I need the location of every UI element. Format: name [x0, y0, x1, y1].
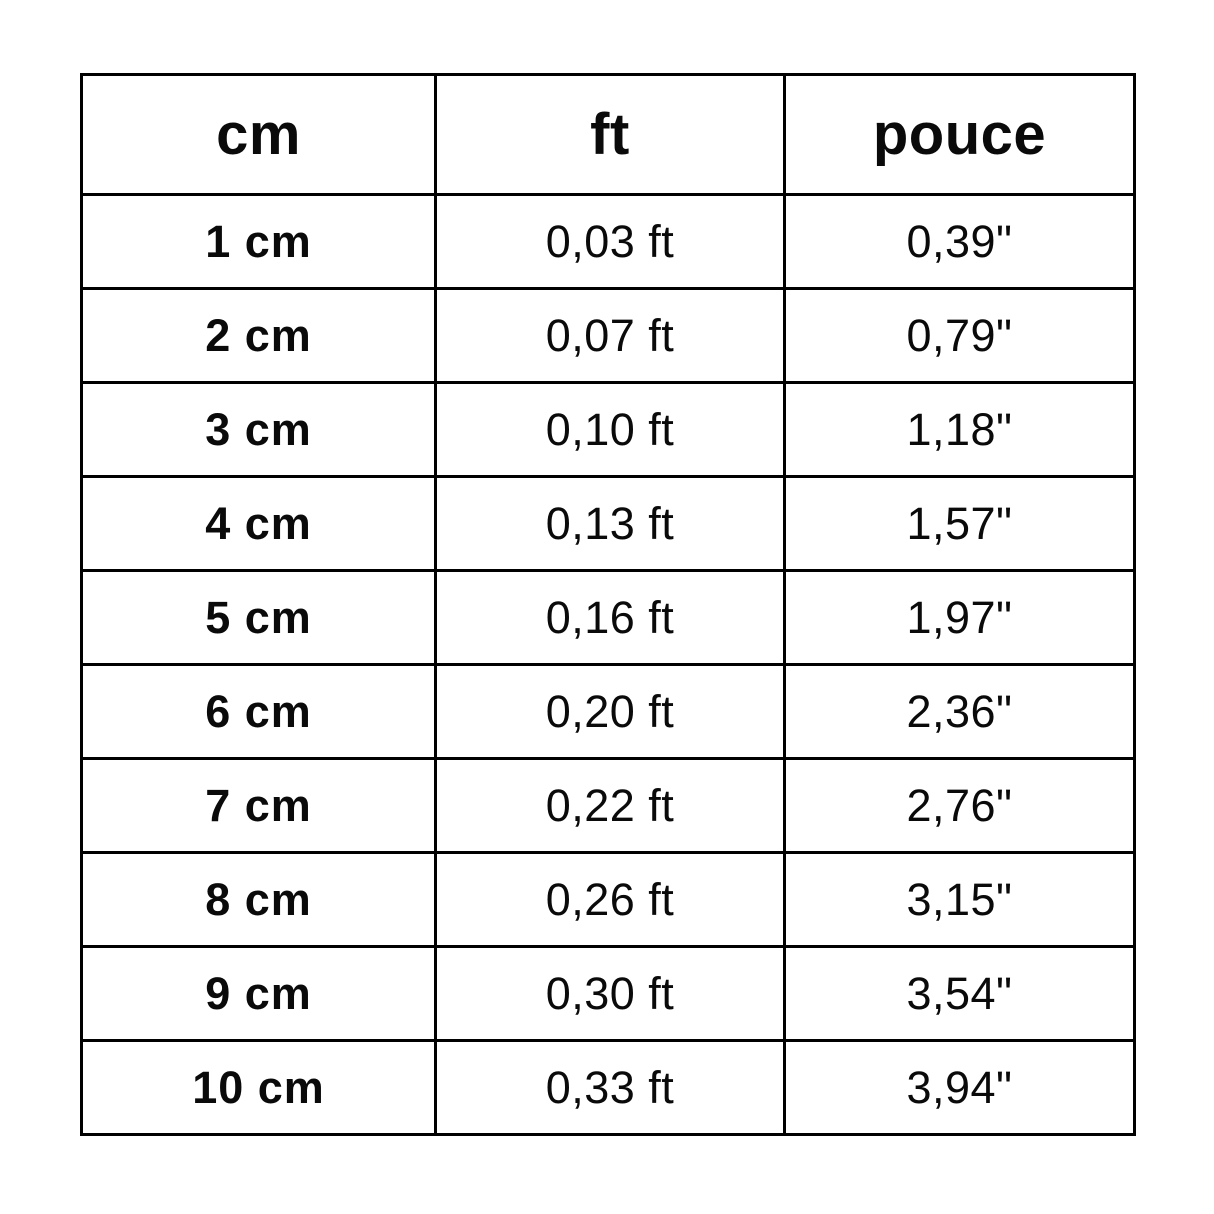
table-row: 3 cm 0,10 ft 1,18"	[80, 381, 1136, 478]
cm-ft-pouce-conversion-table: cm ft pouce 1 cm 0,03 ft 0,39" 2 cm 0,07 ft 0…	[80, 73, 1136, 1136]
cell-cm: 7 cm	[80, 757, 437, 854]
header-pouce: pouce	[783, 73, 1136, 196]
cell-pouce: 0,39"	[783, 193, 1136, 290]
cell-cm: 1 cm	[80, 193, 437, 290]
table-row: 7 cm 0,22 ft 2,76"	[80, 757, 1136, 854]
table-row: 2 cm 0,07 ft 0,79"	[80, 287, 1136, 384]
cell-pouce: 1,97"	[783, 569, 1136, 666]
cell-cm: 4 cm	[80, 475, 437, 572]
table-row: 10 cm 0,33 ft 3,94"	[80, 1039, 1136, 1136]
table-row: 8 cm 0,26 ft 3,15"	[80, 851, 1136, 948]
cell-ft: 0,16 ft	[434, 569, 786, 666]
cell-ft: 0,03 ft	[434, 193, 786, 290]
table-row: 9 cm 0,30 ft 3,54"	[80, 945, 1136, 1042]
cell-ft: 0,22 ft	[434, 757, 786, 854]
cell-ft: 0,07 ft	[434, 287, 786, 384]
cell-ft: 0,33 ft	[434, 1039, 786, 1136]
cell-pouce: 0,79"	[783, 287, 1136, 384]
cell-pouce: 2,36"	[783, 663, 1136, 760]
table-row: 4 cm 0,13 ft 1,57"	[80, 475, 1136, 572]
cell-ft: 0,30 ft	[434, 945, 786, 1042]
cell-cm: 5 cm	[80, 569, 437, 666]
header-ft: ft	[434, 73, 786, 196]
cell-pouce: 3,15"	[783, 851, 1136, 948]
cell-cm: 6 cm	[80, 663, 437, 760]
header-row: cm ft pouce	[80, 73, 1136, 196]
header-cm: cm	[80, 73, 437, 196]
cell-ft: 0,10 ft	[434, 381, 786, 478]
cell-pouce: 2,76"	[783, 757, 1136, 854]
cell-cm: 3 cm	[80, 381, 437, 478]
cell-pouce: 1,18"	[783, 381, 1136, 478]
cell-pouce: 3,94"	[783, 1039, 1136, 1136]
cell-ft: 0,20 ft	[434, 663, 786, 760]
cell-pouce: 1,57"	[783, 475, 1136, 572]
cell-ft: 0,13 ft	[434, 475, 786, 572]
cell-ft: 0,26 ft	[434, 851, 786, 948]
cell-cm: 2 cm	[80, 287, 437, 384]
table-row: 5 cm 0,16 ft 1,97"	[80, 569, 1136, 666]
cell-cm: 8 cm	[80, 851, 437, 948]
table-row: 1 cm 0,03 ft 0,39"	[80, 193, 1136, 290]
cell-cm: 10 cm	[80, 1039, 437, 1136]
cell-pouce: 3,54"	[783, 945, 1136, 1042]
table-row: 6 cm 0,20 ft 2,36"	[80, 663, 1136, 760]
cell-cm: 9 cm	[80, 945, 437, 1042]
